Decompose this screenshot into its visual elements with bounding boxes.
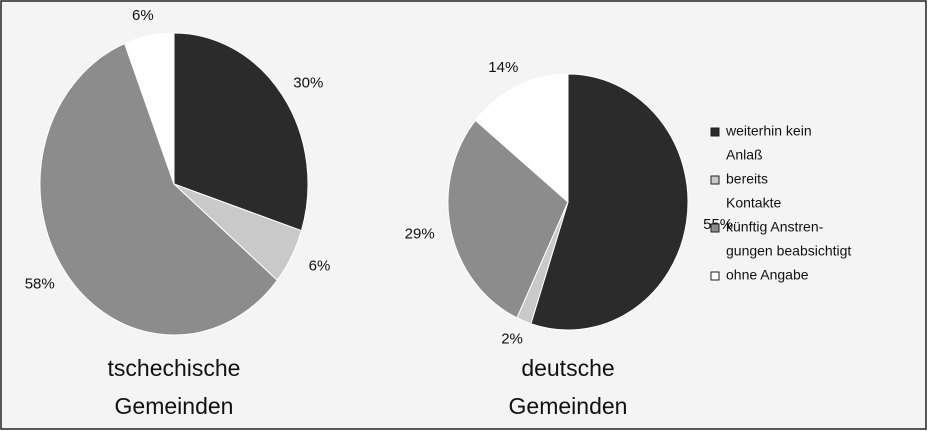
legend-swatch bbox=[710, 271, 720, 281]
pie-slice bbox=[39, 42, 278, 336]
pie-slice bbox=[474, 73, 569, 204]
pie-slice bbox=[530, 73, 689, 331]
slice-label: 30% bbox=[293, 74, 323, 91]
slice-label: 2% bbox=[501, 331, 523, 348]
slice-label: 58% bbox=[25, 275, 55, 292]
legend-label: gungen beabsichtigt bbox=[726, 243, 851, 259]
legend-swatch bbox=[710, 175, 720, 185]
legend-label: bereits bbox=[726, 171, 768, 187]
legend-label: Kontakte bbox=[726, 195, 781, 211]
pie-title: tschechische bbox=[108, 355, 241, 381]
slice-label: 6% bbox=[132, 7, 154, 24]
pie-title: Gemeinden bbox=[509, 393, 628, 419]
pie-title: Gemeinden bbox=[115, 393, 234, 419]
legend-swatch bbox=[710, 223, 720, 233]
legend-label: ohne Angabe bbox=[726, 267, 809, 283]
legend-label: weiterhin kein bbox=[725, 123, 812, 139]
slice-label: 6% bbox=[309, 257, 331, 274]
pie-title: deutsche bbox=[521, 355, 614, 381]
pie-slice bbox=[447, 119, 569, 319]
legend-swatch bbox=[710, 127, 720, 137]
pie-slice bbox=[173, 32, 309, 232]
legend-label: künftig Anstren- bbox=[726, 219, 824, 235]
pie-slice bbox=[124, 32, 175, 185]
slice-label: 29% bbox=[405, 225, 435, 242]
legend-label: Anlaß bbox=[726, 147, 763, 163]
slice-label: 14% bbox=[488, 59, 518, 76]
